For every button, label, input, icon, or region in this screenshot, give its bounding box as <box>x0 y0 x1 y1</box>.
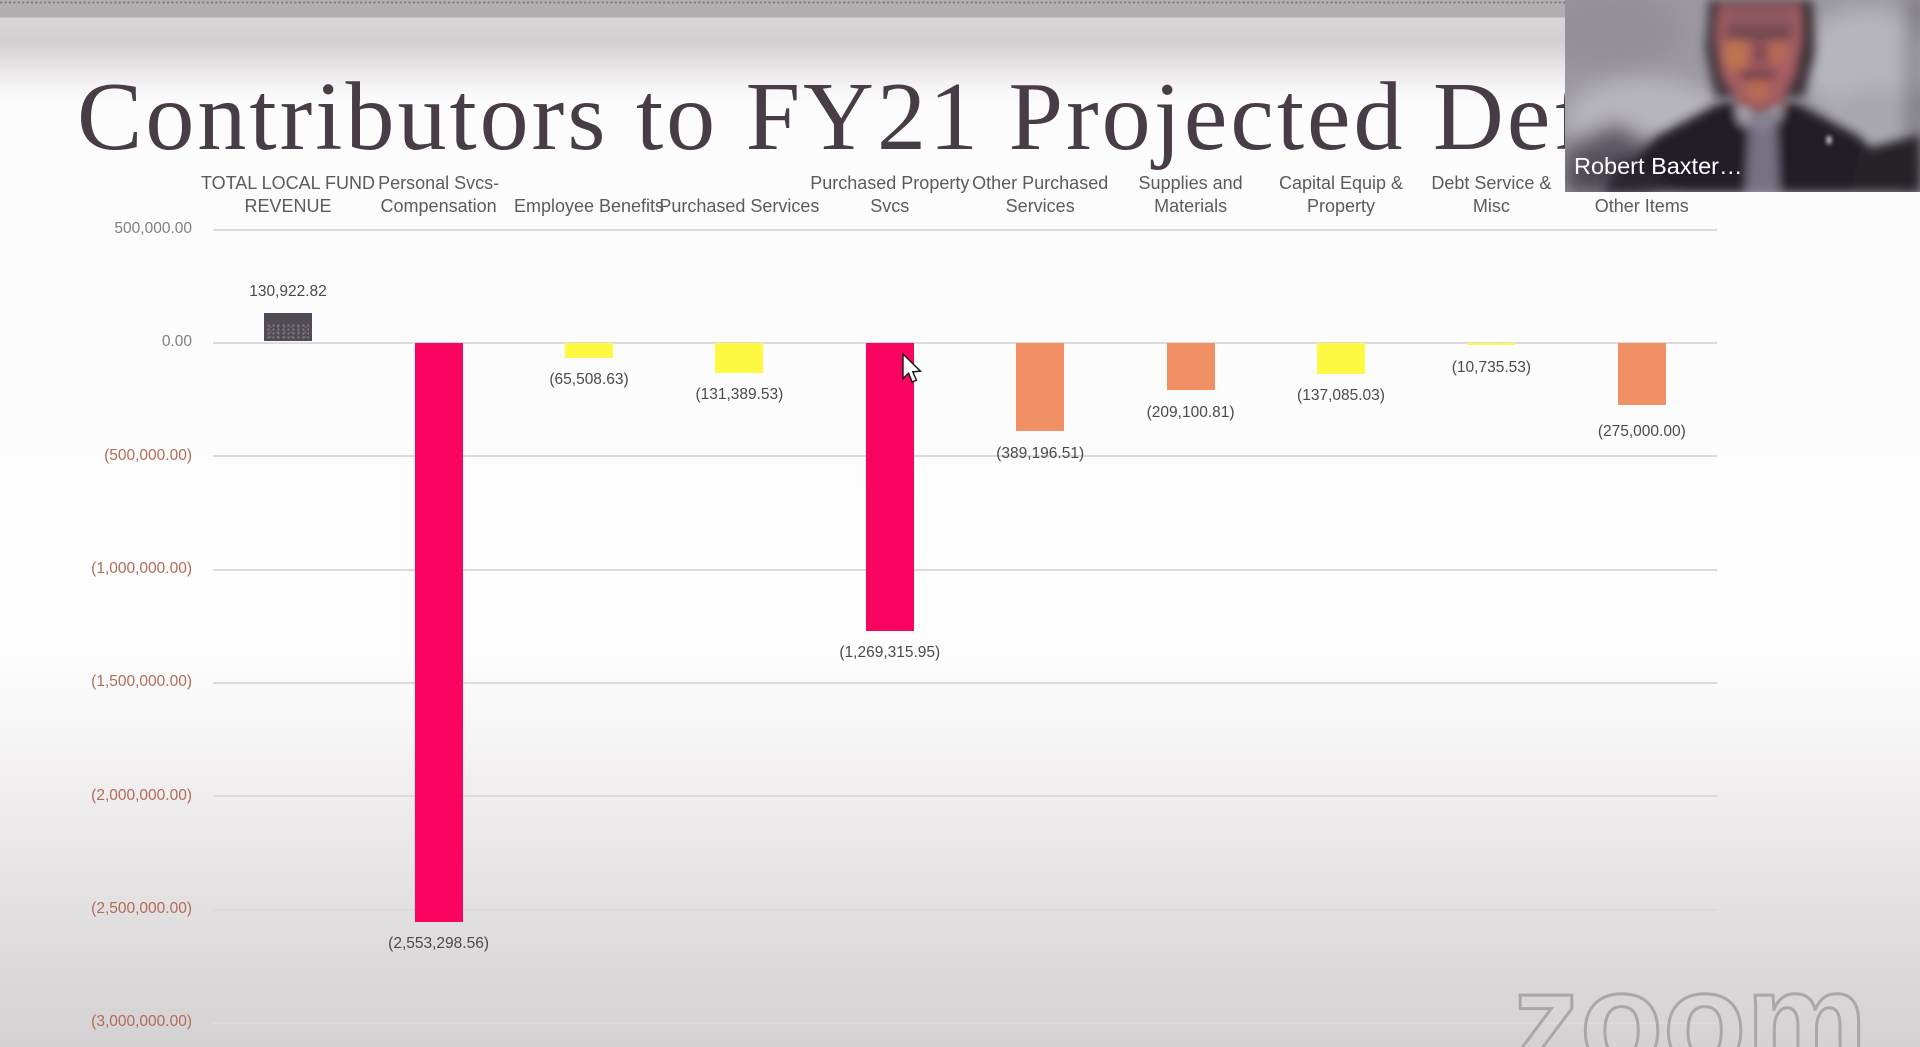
svg-text:zoom: zoom <box>1512 990 1867 1047</box>
